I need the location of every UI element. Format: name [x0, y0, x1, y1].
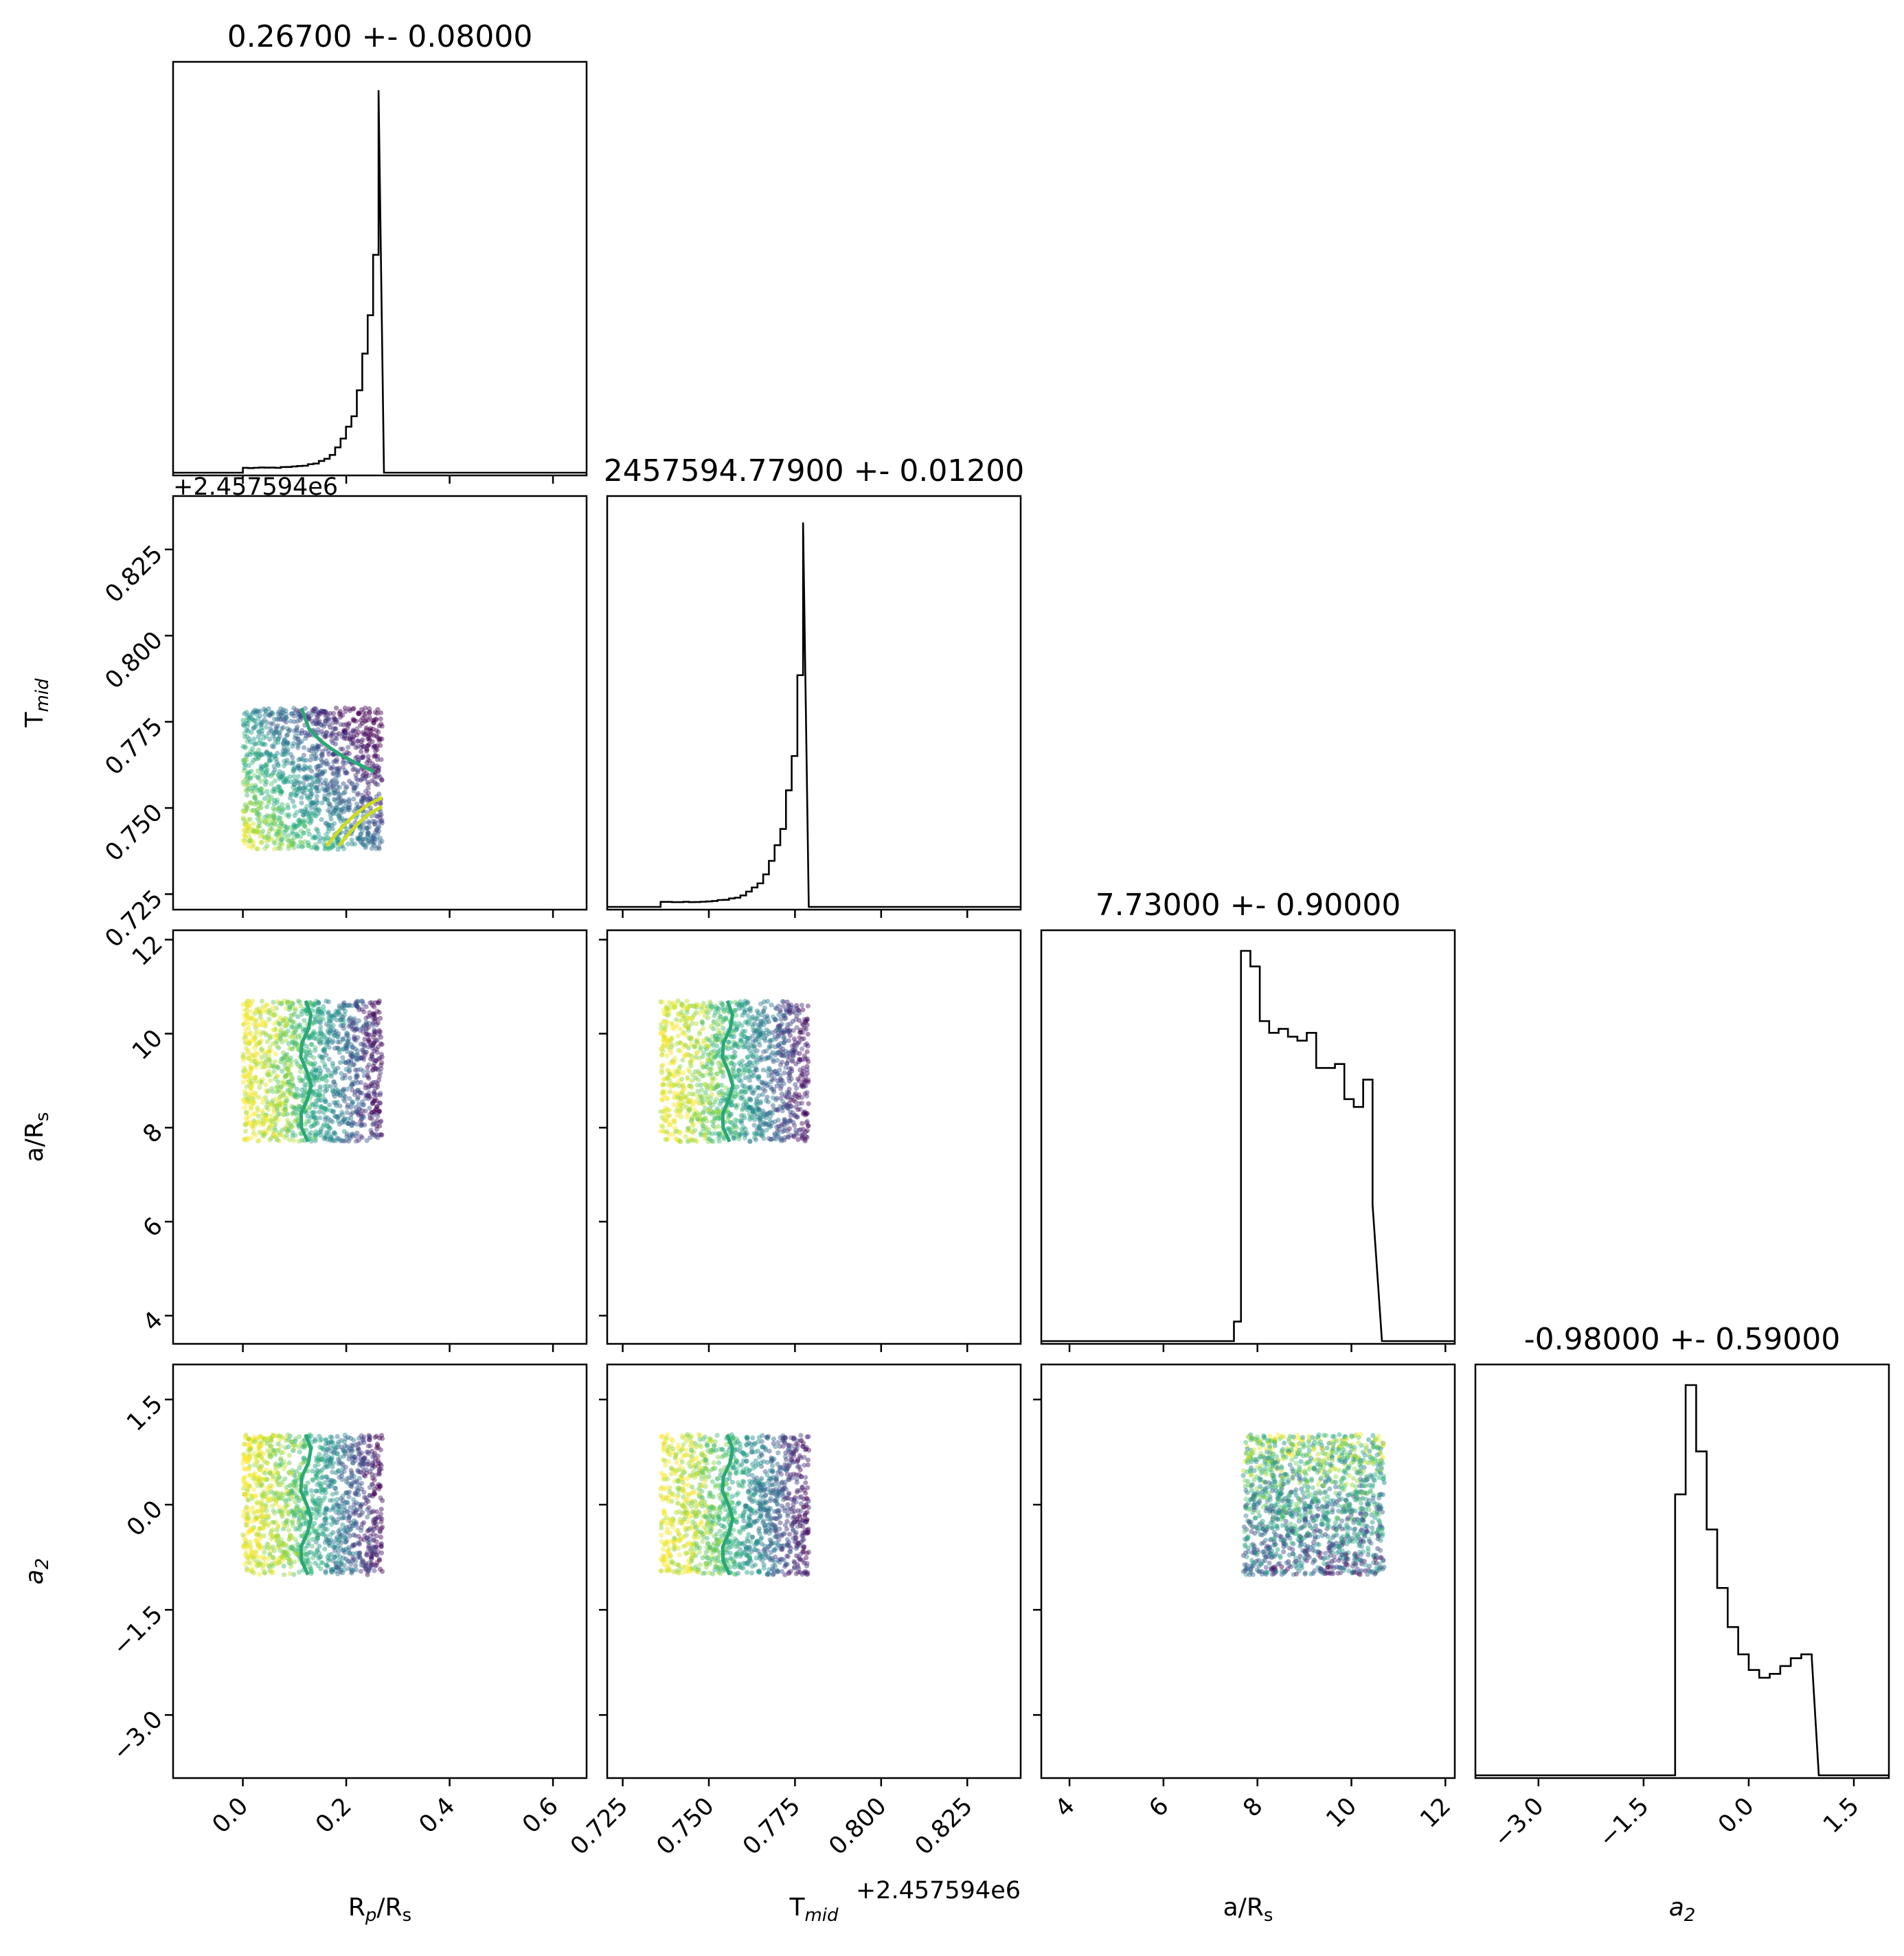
scatter-panel-tmid-ars-frame: [606, 929, 1022, 1345]
scatter-points-tmid-ars: [658, 998, 811, 1145]
x-axis-label-rp: Rp/Rs: [348, 1893, 411, 1926]
y-offset-label-tmid: +2.457594e6: [173, 473, 338, 501]
scatter-panel-rp-ars-frame: [172, 929, 588, 1345]
diag-panel-rp: [172, 60, 588, 484]
x-offset-label-tmid: +2.457594e6: [856, 1877, 1021, 1904]
scatter-panel-tmid-ars: [599, 929, 1022, 1352]
contour-line: [721, 1000, 735, 1143]
y-axis-label-tmid: Tmid: [21, 678, 53, 728]
diag-panel-tmid: [606, 495, 1022, 918]
histogram-tmid: [607, 522, 1021, 908]
contour-line: [299, 707, 375, 774]
histogram-ars: [1041, 949, 1455, 1342]
diag-panel-rp-frame: [172, 60, 588, 477]
scatter-points-ars-a2: [1240, 1432, 1387, 1577]
scatter-panel-ars-a2-frame: [1040, 1363, 1456, 1779]
contour-line: [721, 1434, 735, 1576]
panel-title-ars: 7.73000 +- 0.90000: [1096, 888, 1401, 923]
x-axis-label-a2: a2: [1669, 1893, 1696, 1926]
panel-title-rp: 0.26700 +- 0.08000: [227, 19, 533, 54]
diag-panel-ars: [1040, 929, 1456, 1352]
diag-panel-tmid-frame: [606, 495, 1022, 911]
panel-title-tmid: 2457594.77900 +- 0.01200: [604, 453, 1025, 488]
scatter-panel-rp-a2-frame: [172, 1363, 588, 1779]
scatter-panel-tmid-a2-frame: [606, 1363, 1022, 1779]
histogram-rp: [173, 90, 587, 474]
contour-line: [337, 805, 383, 847]
y-axis-label-ars: a/Rs: [21, 1112, 53, 1162]
scatter-panel-rp-tmid-frame: [172, 495, 588, 911]
x-axis-label-ars: a/Rs: [1223, 1893, 1273, 1926]
panel-title-a2: -0.98000 +- 0.59000: [1524, 1322, 1841, 1357]
contour-line: [325, 796, 383, 847]
contour-line: [299, 1434, 313, 1576]
diag-panel-ars-frame: [1040, 929, 1456, 1345]
y-axis-label-a2: a2: [21, 1558, 53, 1585]
x-axis-label-tmid: Tmid: [789, 1893, 839, 1926]
contour-line: [299, 1000, 313, 1143]
diag-panel-a2-frame: [1474, 1363, 1890, 1779]
histogram-a2: [1475, 1384, 1889, 1777]
